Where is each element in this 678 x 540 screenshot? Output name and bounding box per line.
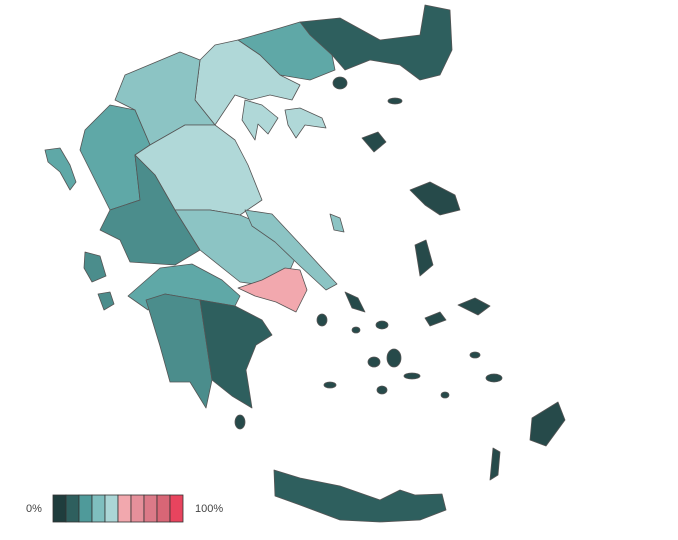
region bbox=[299, 4, 453, 81]
region bbox=[375, 320, 389, 330]
legend-swatch bbox=[130, 494, 145, 523]
region bbox=[485, 373, 503, 383]
region bbox=[44, 147, 77, 191]
region bbox=[234, 414, 246, 430]
legend-swatch bbox=[104, 494, 119, 523]
region bbox=[409, 181, 461, 216]
region bbox=[440, 391, 450, 399]
region bbox=[244, 209, 338, 291]
region bbox=[361, 131, 387, 153]
region bbox=[273, 469, 447, 523]
region bbox=[194, 39, 301, 126]
legend-swatch bbox=[117, 494, 132, 523]
legend-min-label: 0% bbox=[26, 503, 42, 515]
legend-swatch bbox=[65, 494, 80, 523]
regions bbox=[44, 4, 566, 523]
region bbox=[367, 356, 381, 368]
legend-max-label: 100% bbox=[195, 503, 223, 515]
legend-swatch bbox=[91, 494, 106, 523]
region bbox=[332, 76, 348, 90]
region bbox=[329, 213, 345, 233]
region bbox=[386, 348, 402, 368]
region bbox=[97, 291, 115, 311]
legend-scale bbox=[52, 494, 184, 523]
region bbox=[376, 385, 388, 395]
region bbox=[424, 311, 447, 327]
region bbox=[316, 313, 328, 327]
legend-swatch bbox=[156, 494, 171, 523]
region bbox=[489, 447, 501, 481]
region bbox=[344, 291, 366, 313]
region bbox=[145, 293, 213, 409]
region bbox=[387, 97, 403, 105]
region bbox=[99, 154, 201, 266]
legend-swatch bbox=[78, 494, 93, 523]
region bbox=[414, 239, 434, 277]
region bbox=[83, 251, 107, 283]
region bbox=[241, 99, 279, 141]
legend: 0% 100% bbox=[26, 494, 223, 523]
legend-swatch bbox=[169, 494, 184, 523]
region bbox=[469, 351, 481, 359]
region bbox=[284, 107, 327, 139]
region bbox=[457, 297, 491, 316]
legend-swatch bbox=[52, 494, 67, 523]
region bbox=[351, 326, 361, 334]
region bbox=[237, 267, 308, 313]
region bbox=[323, 381, 337, 389]
region bbox=[199, 299, 273, 409]
legend-swatch bbox=[143, 494, 158, 523]
region bbox=[529, 401, 566, 447]
region bbox=[403, 372, 421, 380]
